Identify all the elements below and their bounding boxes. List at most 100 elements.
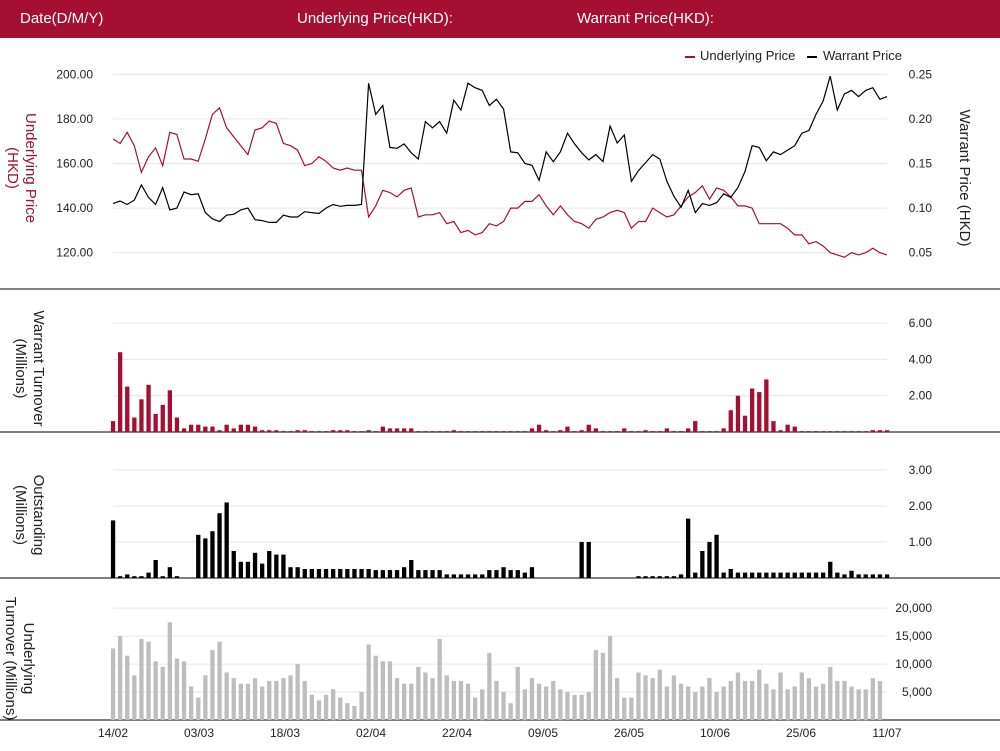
- outstanding-bar: [813, 572, 819, 578]
- outstanding-bar: [750, 572, 755, 578]
- gridlines: [113, 73, 887, 693]
- underlying-turnover-bar: [323, 694, 329, 720]
- warrant-turnover-bar: [828, 431, 833, 432]
- warrant-turnover-tick: 4.00: [909, 352, 933, 366]
- warrant-turnover-bar: [181, 428, 187, 432]
- underlying-turnover-bar: [572, 694, 577, 720]
- warrant-turnover-bar: [742, 415, 748, 432]
- underlying-turnover-bar: [714, 692, 719, 720]
- warrant-turnover-bar: [302, 430, 307, 432]
- outstanding-bar: [501, 567, 506, 578]
- warrant-turnover-axis-label: Warrant Turnover(Millions): [12, 310, 47, 426]
- warrant-turnover-bar: [437, 431, 442, 432]
- warrant-turnover-bar: [331, 430, 336, 432]
- warrant-turnover-bar: [210, 426, 215, 432]
- outstanding-bar: [735, 572, 741, 578]
- underlying-turnover-bar: [579, 694, 584, 720]
- outstanding-bar: [835, 572, 840, 578]
- underlying-turnover-bar: [544, 686, 549, 720]
- warrant-price-line: [112, 75, 888, 223]
- underlying-turnover-bar: [778, 672, 783, 720]
- panel-dividers: [0, 288, 1000, 721]
- outstanding-bar: [267, 551, 272, 578]
- underlying-turnover-bar: [139, 638, 144, 720]
- outstanding-bar: [863, 574, 868, 578]
- outstanding-bar: [252, 552, 258, 578]
- outstanding-bar: [856, 574, 861, 578]
- outstanding-bar: [260, 563, 265, 578]
- underlying-turnover-bar: [735, 672, 741, 720]
- outstanding-bar: [579, 542, 584, 578]
- outstanding-bar: [494, 570, 499, 578]
- warrant-turnover-bar: [501, 431, 506, 432]
- outstanding-bar: [849, 570, 854, 578]
- warrant-turnover-bar: [359, 431, 364, 432]
- warrant-turnover-bar: [558, 430, 563, 432]
- outstanding-bar: [799, 572, 804, 578]
- underlying-turnover-bar: [700, 686, 705, 720]
- underlying-turnover-tick: 5,000: [902, 685, 932, 699]
- warrant-turnover-bar: [522, 431, 527, 432]
- warrant-turnover-bar: [402, 428, 407, 432]
- outstanding-bar: [522, 572, 527, 578]
- underlying-turnover-bar: [849, 686, 854, 720]
- warrant-turnover-bar: [217, 430, 222, 432]
- outstanding-bar: [224, 502, 229, 578]
- underlying-turnover-bar: [387, 661, 393, 720]
- warrant-price-label: Warrant Price(HKD):: [577, 10, 714, 27]
- warrant-turnover-bar: [409, 428, 414, 432]
- warrant-turnover-bar: [160, 404, 165, 432]
- x-tick-label: 18/03: [270, 726, 300, 740]
- warrant-turnover-bar: [295, 430, 300, 432]
- underlying-turnover-bar: [686, 686, 691, 720]
- underlying-turnover-bar: [643, 675, 648, 720]
- warrant-turnover-bar: [799, 431, 804, 432]
- underlying-turnover-bar: [252, 678, 258, 720]
- warrant-turnover-bar: [806, 431, 812, 432]
- warrant-turnover-bar: [224, 424, 229, 432]
- warrant-turnover-bar: [586, 424, 591, 432]
- warrant-turnover-bar: [146, 384, 151, 432]
- underlying-turnover-bar: [338, 697, 343, 720]
- underlying-turnover-bar: [792, 686, 797, 720]
- outstanding-bar: [480, 574, 485, 578]
- warrant-turnover-bar: [707, 431, 712, 432]
- outstanding-bar: [792, 572, 797, 578]
- underlying-turnover-bar: [231, 678, 236, 720]
- outstanding-bar: [387, 570, 393, 578]
- warrant-turnover-bar: [785, 424, 790, 432]
- warrant-turnover-bar: [487, 431, 492, 432]
- price-left-tick: 140.00: [56, 201, 93, 215]
- outstanding-bar: [153, 560, 158, 578]
- outstanding-bar: [870, 574, 875, 578]
- price-right-tick: 0.25: [909, 67, 933, 81]
- warrant-turnover-bar: [416, 431, 421, 432]
- warrant-turnover-bar: [380, 426, 385, 432]
- warrant-turnover-bar: [678, 431, 684, 432]
- price-left-tick: 200.00: [56, 67, 93, 81]
- tick-labels: 120.00 140.00 160.00 180.00 200.00 0.05 0.10 0.…: [56, 67, 932, 740]
- warrant-turnover-bar: [125, 386, 130, 432]
- underlying-turnover-bar: [522, 689, 527, 721]
- outstanding-bar: [210, 531, 215, 578]
- underlying-turnover-bar: [863, 689, 868, 721]
- warrant-turnover-bar: [529, 428, 535, 432]
- warrant-turnover-bar: [139, 399, 144, 432]
- outstanding-bar: [458, 574, 464, 578]
- x-tick-label: 03/03: [184, 726, 214, 740]
- outstanding-bar: [721, 572, 726, 578]
- outstanding-bar: [884, 574, 890, 578]
- price-left-tick: 120.00: [56, 246, 93, 260]
- underlying-price-label: Underlying Price(HKD):: [297, 10, 453, 27]
- underlying-turnover-bar: [650, 678, 655, 720]
- outstanding-bar: [430, 570, 435, 578]
- underlying-turnover-bar: [835, 680, 840, 720]
- warrant-turnover-tick: 6.00: [909, 316, 933, 330]
- underlying-turnover-tick: 10,000: [895, 657, 932, 671]
- warrant-turnover-bar: [600, 431, 606, 432]
- underlying-turnover-axis-label: UnderlyingTurnover (Millions): [2, 597, 37, 721]
- warrant-turnover-bar: [750, 388, 755, 432]
- outstanding-bar: [515, 570, 520, 578]
- warrant-turnover-bar: [764, 379, 769, 432]
